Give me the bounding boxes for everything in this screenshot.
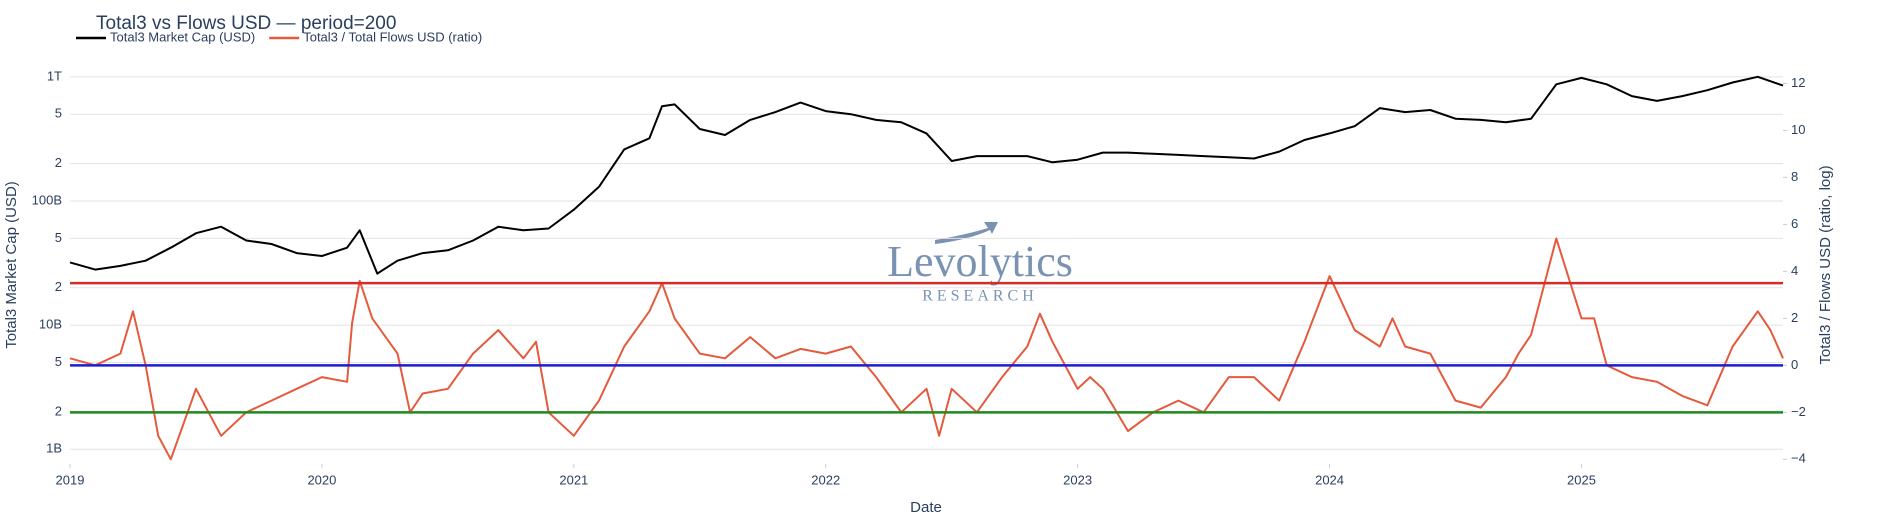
x-tick-label: 2023: [1063, 472, 1092, 487]
y-tick-label: 100B: [32, 192, 62, 207]
y2-tick-label: −2: [1791, 404, 1806, 419]
x-tick-label: 2024: [1315, 472, 1344, 487]
y2-tick-label: 4: [1791, 263, 1798, 278]
y-axis-title: Total3 Market Cap (USD): [3, 181, 20, 349]
x-tick-label: 2022: [811, 472, 840, 487]
legend-label: Total3 Market Cap (USD): [110, 29, 255, 44]
x-tick-label: 2025: [1567, 472, 1596, 487]
y2-tick-label: 8: [1791, 169, 1798, 184]
y2-tick-label: 2: [1791, 310, 1798, 325]
y2-tick-label: −4: [1791, 451, 1806, 466]
y-tick-label: 5: [55, 106, 62, 121]
y-tick-label: 5: [55, 354, 62, 369]
y-tick-label: 1B: [46, 441, 62, 456]
y-tick-label: 2: [55, 155, 62, 170]
watermark: Levolytics RESEARCH: [887, 222, 1073, 305]
watermark-name: Levolytics: [887, 237, 1073, 286]
y-tick-label: 2: [55, 403, 62, 418]
x-tick-label: 2021: [559, 472, 588, 487]
x-axis-title: Date: [910, 499, 942, 516]
y-tick-label: 10B: [39, 317, 62, 332]
legend-label: Total3 / Total Flows USD (ratio): [303, 29, 482, 44]
y2-axis-title: Total3 / Flows USD (ratio, log): [1817, 165, 1834, 364]
y2-tick-label: 0: [1791, 357, 1798, 372]
y2-tick-label: 10: [1791, 122, 1805, 137]
x-tick-label: 2020: [307, 472, 336, 487]
y2-tick-label: 6: [1791, 216, 1798, 231]
chart-title: Total3 vs Flows USD — period=200: [96, 13, 396, 34]
watermark-tagline: RESEARCH: [922, 288, 1038, 305]
series-line: [69, 75, 1784, 275]
grid: [70, 76, 1783, 450]
series-line: [69, 237, 1784, 461]
y-tick-label: 1T: [47, 68, 62, 83]
y-tick-label: 5: [55, 230, 62, 245]
x-tick-label: 2019: [56, 472, 85, 487]
y2-tick-label: 12: [1791, 75, 1805, 90]
y-tick-label: 2: [55, 279, 62, 294]
